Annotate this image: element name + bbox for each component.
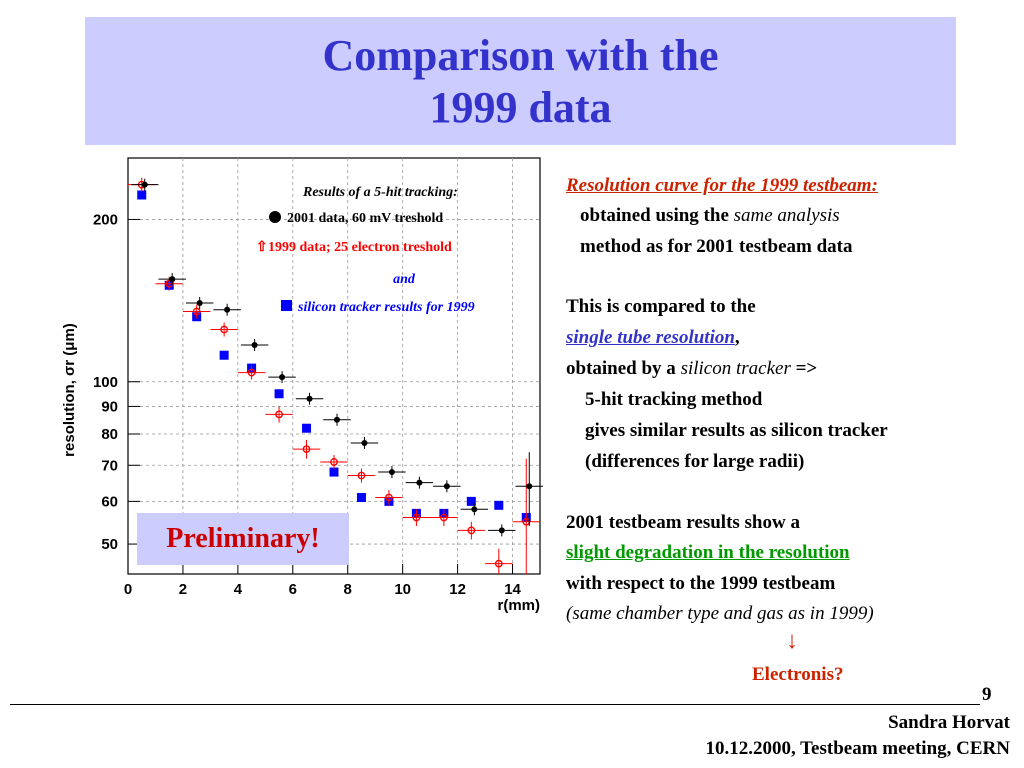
x-tick-label: 4 bbox=[234, 581, 243, 598]
text-line-3: method as for 2001 testbeam data bbox=[580, 236, 853, 257]
y-tick-label: 80 bbox=[101, 426, 118, 443]
preliminary-stamp: Preliminary! bbox=[137, 513, 349, 565]
x-tick-label: 8 bbox=[344, 581, 352, 598]
1999-point bbox=[330, 458, 338, 466]
data-layer bbox=[128, 177, 543, 574]
2001-point bbox=[141, 181, 148, 188]
text-line-7: 5-hit tracking method bbox=[585, 389, 763, 410]
legend-entry-2001: 2001 data, 60 mV treshold bbox=[287, 211, 443, 226]
legend-marker-2001 bbox=[269, 211, 281, 223]
footer-divider bbox=[10, 704, 980, 705]
2001-point bbox=[471, 506, 478, 513]
1999-point bbox=[467, 526, 476, 535]
degradation-text: slight degradation in the resolution bbox=[566, 542, 850, 563]
text-line-6c: => bbox=[790, 358, 818, 379]
resolution-chart: 0 2 4 6 8 10 12 14 50 60 70 80 90 100 200 resolution, … bbox=[61, 157, 543, 614]
1999-point bbox=[247, 368, 256, 377]
2001-point bbox=[224, 306, 231, 313]
text-line-2: obtained using the same analysis bbox=[580, 205, 840, 227]
silicon-point bbox=[466, 496, 476, 506]
text-line-6b: silicon tracker bbox=[680, 358, 791, 379]
2001-point bbox=[334, 416, 340, 423]
text-line-2a: obtained using the bbox=[580, 205, 734, 226]
2001-point bbox=[526, 483, 533, 490]
title-line-1: Comparison with the bbox=[322, 31, 719, 80]
text-line-5b: , bbox=[734, 327, 740, 348]
2001-point bbox=[416, 479, 423, 486]
x-axis-label: r(mm) bbox=[497, 597, 540, 614]
down-arrow-icon: ↓ bbox=[786, 628, 798, 654]
1999-point bbox=[275, 410, 283, 419]
silicon-point bbox=[274, 389, 284, 399]
silicon-point bbox=[356, 493, 366, 503]
2001-point bbox=[251, 341, 258, 348]
text-line-13: (same chamber type and gas as in 1999) bbox=[566, 603, 874, 624]
2001-point bbox=[279, 374, 286, 381]
2001-point bbox=[196, 299, 203, 306]
silicon-point bbox=[329, 467, 339, 477]
2001-point bbox=[169, 276, 176, 283]
x-tick-label: 12 bbox=[449, 581, 466, 598]
text-line-9: (differences for large radii) bbox=[585, 451, 805, 472]
x-tick-label: 6 bbox=[289, 581, 297, 598]
legend-and: and bbox=[393, 272, 416, 287]
text-line-6: obtained by a silicon tracker => bbox=[566, 358, 817, 380]
silicon-point bbox=[494, 500, 504, 510]
silicon-point bbox=[302, 423, 312, 433]
y-tick-label: 70 bbox=[101, 457, 118, 474]
title-line-2: 1999 data bbox=[429, 83, 612, 132]
silicon-point bbox=[137, 190, 147, 200]
legend-entry-silicon: silicon tracker results for 1999 bbox=[297, 300, 475, 315]
text-line-4: This is compared to the bbox=[566, 296, 756, 317]
y-axis-label: resolution, σr (μm) bbox=[61, 323, 78, 457]
legend-marker-silicon bbox=[281, 300, 292, 311]
legend-entry-1999: 1999 data; 25 electron treshold bbox=[268, 240, 452, 255]
x-tick-label: 10 bbox=[394, 581, 411, 598]
page-number: 9 bbox=[982, 684, 992, 705]
1999-point bbox=[302, 445, 311, 454]
tick-layer: 0 2 4 6 8 10 12 14 50 60 70 80 90 100 200 bbox=[93, 211, 522, 598]
1999-point bbox=[439, 513, 448, 522]
text-line-10: 2001 testbeam results show a bbox=[566, 512, 800, 533]
1999-point bbox=[412, 513, 421, 522]
legend-marker-1999: ⇧ bbox=[256, 240, 268, 255]
single-tube-resolution-link: single tube resolution bbox=[566, 327, 735, 348]
2001-point bbox=[361, 439, 368, 446]
x-tick-label: 0 bbox=[124, 581, 132, 598]
2001-point bbox=[498, 527, 505, 534]
1999-point bbox=[494, 559, 503, 568]
2001-point bbox=[443, 483, 450, 490]
silicon-point bbox=[219, 350, 229, 360]
title-banner: Comparison with the 1999 data bbox=[85, 17, 956, 145]
2001-point bbox=[388, 469, 395, 476]
text-line-8: gives similar results as silicon tracker bbox=[585, 420, 888, 441]
x-tick-label: 14 bbox=[504, 581, 521, 598]
text-line-6a: obtained by a bbox=[566, 358, 681, 379]
1999-point bbox=[220, 325, 229, 334]
y-tick-label: 100 bbox=[93, 374, 118, 391]
electronics-question: Electronis? bbox=[752, 664, 844, 685]
1999-point bbox=[385, 493, 393, 502]
x-tick-label: 2 bbox=[179, 581, 187, 598]
2001-point bbox=[306, 395, 313, 402]
resolution-heading: Resolution curve for the 1999 testbeam: bbox=[566, 175, 878, 196]
y-tick-label: 200 bbox=[93, 211, 118, 228]
plot-frame bbox=[127, 157, 541, 575]
legend-title: Results of a 5-hit tracking: bbox=[302, 185, 458, 200]
footer-author: Sandra Horvat bbox=[888, 712, 1010, 733]
1999-point bbox=[357, 471, 366, 480]
y-tick-label: 90 bbox=[101, 398, 118, 415]
legend: Results of a 5-hit tracking: 2001 data, … bbox=[256, 185, 475, 315]
y-tick-label: 60 bbox=[101, 493, 118, 510]
footer-event: 10.12.2000, Testbeam meeting, CERN bbox=[705, 738, 1010, 759]
text-line-2b: same analysis bbox=[733, 205, 840, 226]
text-line-12: with respect to the 1999 testbeam bbox=[566, 573, 836, 594]
text-line-5: single tube resolution, bbox=[566, 327, 740, 349]
y-tick-label: 50 bbox=[101, 536, 118, 553]
1999-point bbox=[192, 307, 201, 316]
